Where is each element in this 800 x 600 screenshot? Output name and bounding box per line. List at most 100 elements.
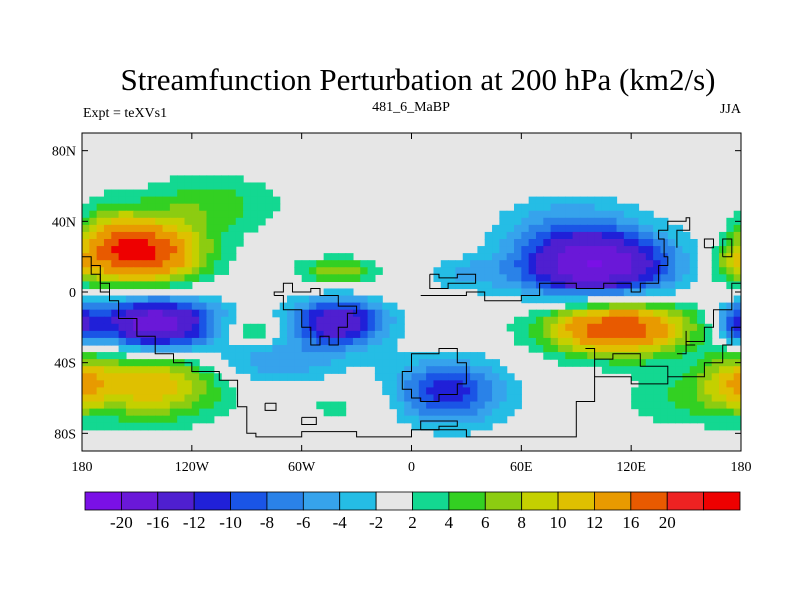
field-cell (579, 239, 588, 247)
field-cell (191, 182, 200, 191)
field-cell (111, 359, 120, 367)
field-cell (323, 302, 332, 311)
colorbar-label: -12 (183, 513, 206, 532)
field-cell (96, 253, 105, 261)
field-cell (645, 210, 654, 219)
field-cell (133, 394, 142, 403)
field-cell (191, 401, 200, 410)
field-cell (484, 373, 493, 381)
field-cell (572, 288, 581, 297)
field-cell (294, 309, 303, 318)
field-cell (521, 217, 530, 226)
field-cell (543, 260, 552, 268)
field-cell (184, 189, 193, 198)
field-cell (682, 387, 691, 396)
field-cell (199, 408, 208, 417)
field-cell (601, 281, 610, 290)
field-cell (330, 366, 339, 374)
field-cell (250, 196, 259, 205)
field-cell (155, 359, 164, 367)
field-cell (228, 210, 237, 219)
field-cell (316, 401, 325, 410)
field-cell (96, 394, 105, 403)
field-cell (521, 288, 530, 297)
field-cell (550, 224, 559, 233)
field-cell (308, 309, 317, 318)
field-cell (697, 323, 705, 332)
field-cell (323, 359, 332, 367)
field-cell (572, 274, 581, 282)
field-cell (169, 224, 178, 233)
field-cell (587, 253, 596, 261)
field-cell (103, 246, 112, 254)
field-cell (184, 415, 193, 424)
experiment-label: Expt = teXVs1 (83, 106, 167, 121)
field-cell (477, 394, 486, 403)
field-cell (660, 415, 669, 424)
field-cell (257, 210, 266, 219)
field-cell (411, 408, 420, 417)
field-cell (213, 302, 222, 311)
field-cell (440, 429, 449, 438)
field-cell (616, 288, 625, 297)
field-cell (543, 224, 552, 233)
field-cell (162, 231, 171, 240)
field-cell (206, 380, 215, 388)
field-cell (140, 380, 149, 388)
field-cell (89, 422, 98, 431)
field-cell (645, 387, 654, 396)
field-cell (140, 316, 149, 325)
field-cell (308, 359, 317, 367)
field-cell (682, 366, 691, 374)
field-cell (352, 359, 361, 367)
field-cell (514, 239, 522, 247)
field-cell (631, 246, 640, 254)
field-cell (535, 323, 544, 332)
field-cell (638, 337, 647, 346)
field-cell (103, 422, 112, 431)
field-cell (550, 260, 559, 268)
field-cell (470, 380, 478, 388)
field-cell (213, 246, 222, 254)
field-cell (316, 359, 325, 367)
field-cell (352, 274, 361, 282)
field-cell (601, 253, 610, 261)
field-cell (118, 302, 127, 311)
field-cell (689, 401, 698, 410)
field-cell (103, 217, 112, 226)
field-cell (631, 267, 640, 275)
field-cell (535, 337, 544, 346)
field-cell (228, 246, 237, 254)
field-cell (689, 394, 698, 403)
field-cell (514, 337, 522, 346)
field-cell (594, 224, 603, 233)
field-cell (521, 281, 530, 290)
field-cell (111, 246, 120, 254)
field-cell (565, 217, 574, 226)
field-cell (140, 366, 149, 374)
field-cell (228, 394, 237, 403)
field-cell (162, 422, 171, 431)
x-tick-label: 60E (510, 460, 533, 475)
field-cell (594, 323, 603, 332)
field-cell (689, 408, 698, 417)
field-cell (499, 394, 508, 403)
field-cell (221, 345, 230, 353)
field-cell (492, 231, 500, 240)
field-cell (308, 323, 317, 332)
field-cell (147, 366, 156, 374)
colorbar-swatch (193, 491, 231, 511)
field-cell (697, 330, 705, 339)
field-cell (228, 387, 237, 396)
field-cell (360, 267, 369, 275)
colorbar-swatch (84, 491, 122, 511)
field-cell (557, 309, 566, 318)
field-cell (492, 415, 500, 424)
field-cell (360, 309, 369, 318)
field-cell (653, 352, 662, 360)
field-cell (645, 323, 654, 332)
field-cell (213, 345, 222, 353)
field-cell (492, 288, 500, 297)
field-cell (484, 359, 493, 367)
field-cell (616, 302, 625, 311)
